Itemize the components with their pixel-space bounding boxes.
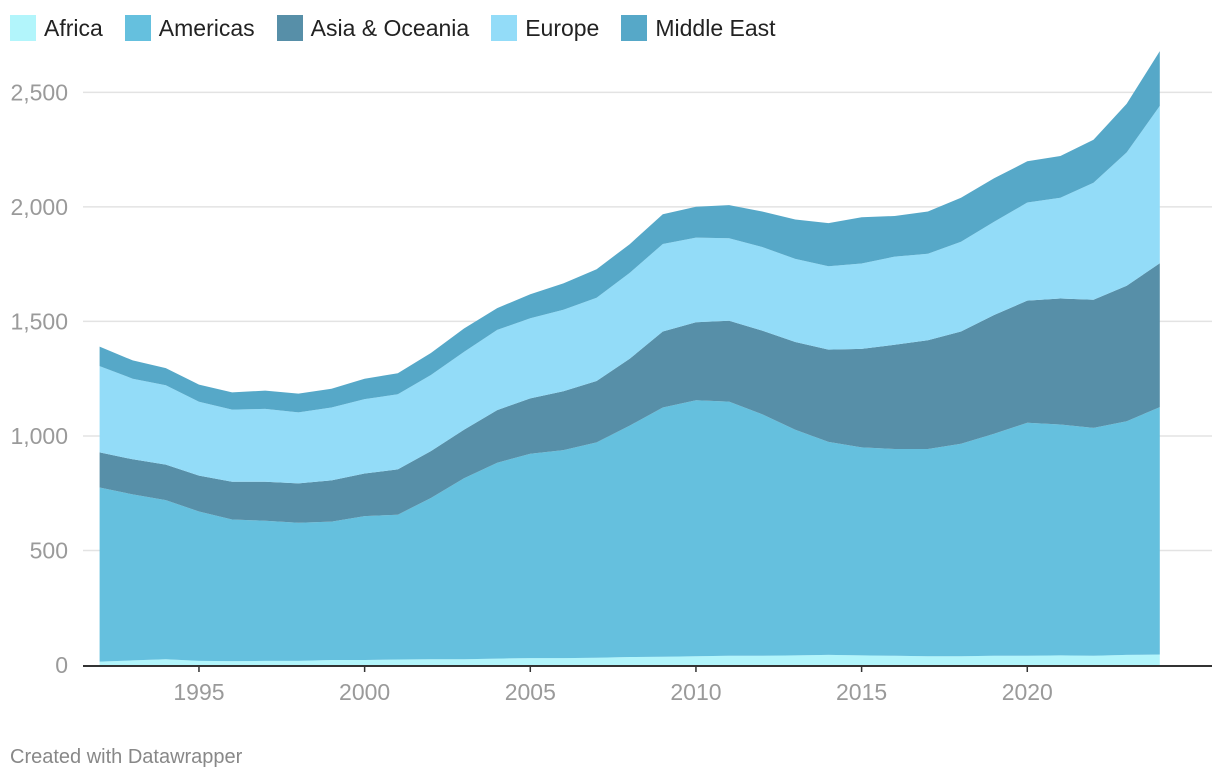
area-series [99, 51, 1160, 666]
y-tick-label: 2,500 [10, 79, 68, 105]
y-tick-label: 1,000 [10, 423, 68, 449]
legend-item-americas[interactable]: Americas [124, 14, 255, 42]
stacked-area-chart: 0 500 1,000 1,500 2,000 2,500 1995 2000 2005 2010… [10, 51, 1212, 705]
legend-label-europe: Europe [525, 14, 600, 41]
y-tick-label: 500 [30, 537, 68, 563]
legend-swatch-europe [491, 15, 518, 41]
legend: Africa Americas Asia & Oceania Europe Mi… [10, 12, 776, 44]
y-tick-label: 0 [55, 652, 68, 678]
legend-label-americas: Americas [158, 14, 255, 41]
axes: 0 500 1,000 1,500 2,000 2,500 1995 2000 2005 2010… [10, 79, 1212, 705]
legend-item-europe[interactable]: Europe [491, 15, 599, 42]
legend-item-asia-oceania[interactable]: Asia & Oceania [276, 14, 470, 42]
legend-swatch-asia-oceania [276, 15, 303, 41]
legend-swatch-africa [10, 15, 36, 41]
area-americas[interactable] [99, 400, 1160, 662]
area-middle-east[interactable] [99, 51, 1160, 413]
y-tick-label: 1,500 [10, 308, 68, 334]
legend-label-middle-east: Middle East [655, 14, 776, 41]
legend-swatch-americas [124, 15, 151, 41]
legend-item-middle-east[interactable]: Middle East [621, 14, 776, 42]
x-tick-label: 2020 [1002, 679, 1053, 705]
x-tick-label: 2005 [505, 679, 556, 705]
x-tick-label: 2015 [836, 679, 887, 705]
legend-swatch-middle-east [621, 15, 648, 41]
legend-label-africa: Africa [44, 14, 103, 41]
area-africa[interactable] [99, 654, 1160, 666]
x-tick-label: 1995 [173, 679, 224, 705]
y-tick-label: 2,000 [10, 194, 68, 220]
area-europe[interactable] [99, 105, 1160, 484]
legend-item-africa[interactable]: Africa [10, 15, 103, 42]
legend-label-asia-oceania: Asia & Oceania [310, 14, 470, 41]
footer-credit: Created with Datawrapper [10, 746, 243, 768]
x-tick-label: 2010 [670, 679, 721, 705]
x-tick-label: 2000 [339, 679, 390, 705]
area-asia-oceania[interactable] [99, 263, 1160, 523]
